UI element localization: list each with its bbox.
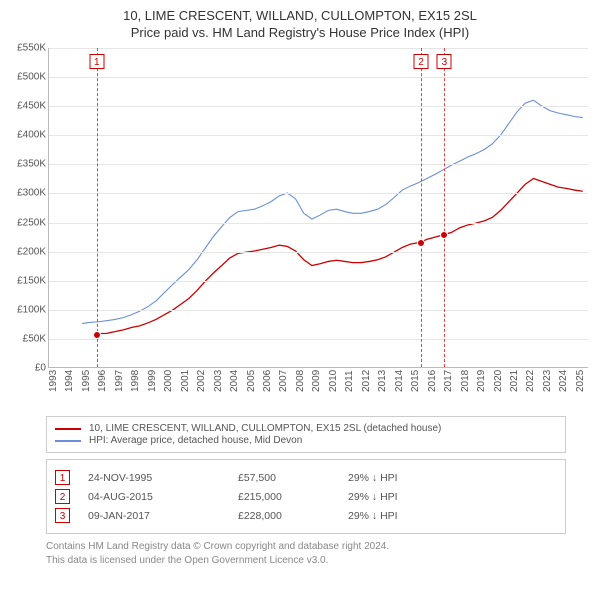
legend-row: HPI: Average price, detached house, Mid … (55, 435, 557, 446)
gridline (49, 164, 588, 165)
title-block: 10, LIME CRESCENT, WILLAND, CULLOMPTON, … (0, 0, 600, 42)
y-axis-label: £0 (2, 363, 46, 374)
x-axis-label: 2025 (575, 380, 586, 392)
x-axis-label: 2002 (196, 380, 207, 392)
event-badge: 3 (55, 508, 70, 523)
chart-title-line2: Price paid vs. HM Land Registry's House … (0, 25, 600, 40)
x-axis-label: 2009 (311, 380, 322, 392)
x-axis-label: 2020 (493, 380, 504, 392)
event-row: 2 04-AUG-2015 £215,000 29% ↓ HPI (55, 489, 557, 504)
x-axis-label: 1996 (97, 380, 108, 392)
event-date: 04-AUG-2015 (88, 491, 238, 503)
chart-area: 123 £0£50K£100K£150K£200K£250K£300K£350K… (40, 42, 600, 412)
series-hpi (82, 100, 583, 323)
x-axis-label: 2015 (410, 380, 421, 392)
x-axis-label: 2021 (509, 380, 520, 392)
y-axis-label: £550K (2, 43, 46, 54)
event-price: £215,000 (238, 491, 348, 503)
event-badge: 2 (55, 489, 70, 504)
event-date: 24-NOV-1995 (88, 472, 238, 484)
y-axis-label: £250K (2, 217, 46, 228)
y-axis-label: £50K (2, 333, 46, 344)
event-row: 1 24-NOV-1995 £57,500 29% ↓ HPI (55, 470, 557, 485)
event-marker-line (444, 48, 445, 367)
event-marker-dot (93, 331, 101, 339)
x-axis-label: 1999 (147, 380, 158, 392)
x-axis-label: 2004 (229, 380, 240, 392)
gridline (49, 106, 588, 107)
gridline (49, 48, 588, 49)
event-date: 09-JAN-2017 (88, 510, 238, 522)
x-axis-label: 2014 (394, 380, 405, 392)
legend-swatch (55, 428, 81, 430)
footer-line: Contains HM Land Registry data © Crown c… (46, 540, 566, 554)
x-axis-label: 2012 (361, 380, 372, 392)
gridline (49, 252, 588, 253)
y-axis-label: £500K (2, 72, 46, 83)
x-axis-label: 2008 (295, 380, 306, 392)
x-axis-label: 1993 (48, 380, 59, 392)
event-delta: 29% ↓ HPI (348, 491, 398, 503)
x-axis-label: 2016 (427, 380, 438, 392)
x-axis-label: 2010 (328, 380, 339, 392)
chart-container: 10, LIME CRESCENT, WILLAND, CULLOMPTON, … (0, 0, 600, 567)
footer-line: This data is licensed under the Open Gov… (46, 554, 566, 568)
x-axis-label: 1995 (81, 380, 92, 392)
x-axis-label: 2005 (246, 380, 257, 392)
event-delta: 29% ↓ HPI (348, 472, 398, 484)
event-delta: 29% ↓ HPI (348, 510, 398, 522)
event-price: £228,000 (238, 510, 348, 522)
events-table: 1 24-NOV-1995 £57,500 29% ↓ HPI 2 04-AUG… (46, 459, 566, 534)
event-marker-badge: 3 (437, 54, 452, 69)
x-axis-label: 1998 (130, 380, 141, 392)
gridline (49, 77, 588, 78)
legend-row: 10, LIME CRESCENT, WILLAND, CULLOMPTON, … (55, 423, 557, 434)
x-axis-label: 2001 (180, 380, 191, 392)
y-axis-label: £100K (2, 304, 46, 315)
y-axis-label: £450K (2, 101, 46, 112)
event-marker-dot (417, 239, 425, 247)
event-marker-dot (440, 231, 448, 239)
event-row: 3 09-JAN-2017 £228,000 29% ↓ HPI (55, 508, 557, 523)
y-axis-label: £200K (2, 246, 46, 257)
event-price: £57,500 (238, 472, 348, 484)
x-axis-label: 2000 (163, 380, 174, 392)
attribution-footer: Contains HM Land Registry data © Crown c… (46, 540, 566, 567)
x-axis-label: 1997 (114, 380, 125, 392)
x-axis-label: 2019 (476, 380, 487, 392)
event-marker-line (97, 48, 98, 367)
x-axis-label: 2022 (525, 380, 536, 392)
gridline (49, 310, 588, 311)
event-badge: 1 (55, 470, 70, 485)
x-axis-label: 2007 (278, 380, 289, 392)
event-marker-line (421, 48, 422, 367)
y-axis-label: £350K (2, 159, 46, 170)
x-axis-label: 2011 (344, 380, 355, 392)
legend-swatch (55, 440, 81, 442)
x-axis-label: 2013 (377, 380, 388, 392)
gridline (49, 135, 588, 136)
x-axis-label: 2003 (213, 380, 224, 392)
event-marker-badge: 1 (89, 54, 104, 69)
legend-label: HPI: Average price, detached house, Mid … (89, 435, 302, 446)
x-axis-label: 1994 (64, 380, 75, 392)
gridline (49, 193, 588, 194)
y-axis-label: £300K (2, 188, 46, 199)
event-marker-badge: 2 (414, 54, 429, 69)
gridline (49, 281, 588, 282)
y-axis-label: £400K (2, 130, 46, 141)
x-axis-label: 2023 (542, 380, 553, 392)
legend-label: 10, LIME CRESCENT, WILLAND, CULLOMPTON, … (89, 423, 441, 434)
x-axis-label: 2006 (262, 380, 273, 392)
gridline (49, 339, 588, 340)
legend-box: 10, LIME CRESCENT, WILLAND, CULLOMPTON, … (46, 416, 566, 453)
chart-svg (49, 48, 588, 367)
x-axis-label: 2018 (460, 380, 471, 392)
x-axis-label: 2017 (443, 380, 454, 392)
y-axis-label: £150K (2, 275, 46, 286)
x-axis-label: 2024 (558, 380, 569, 392)
plot-region: 1 23 (48, 48, 588, 368)
gridline (49, 223, 588, 224)
chart-title-line1: 10, LIME CRESCENT, WILLAND, CULLOMPTON, … (0, 8, 600, 23)
